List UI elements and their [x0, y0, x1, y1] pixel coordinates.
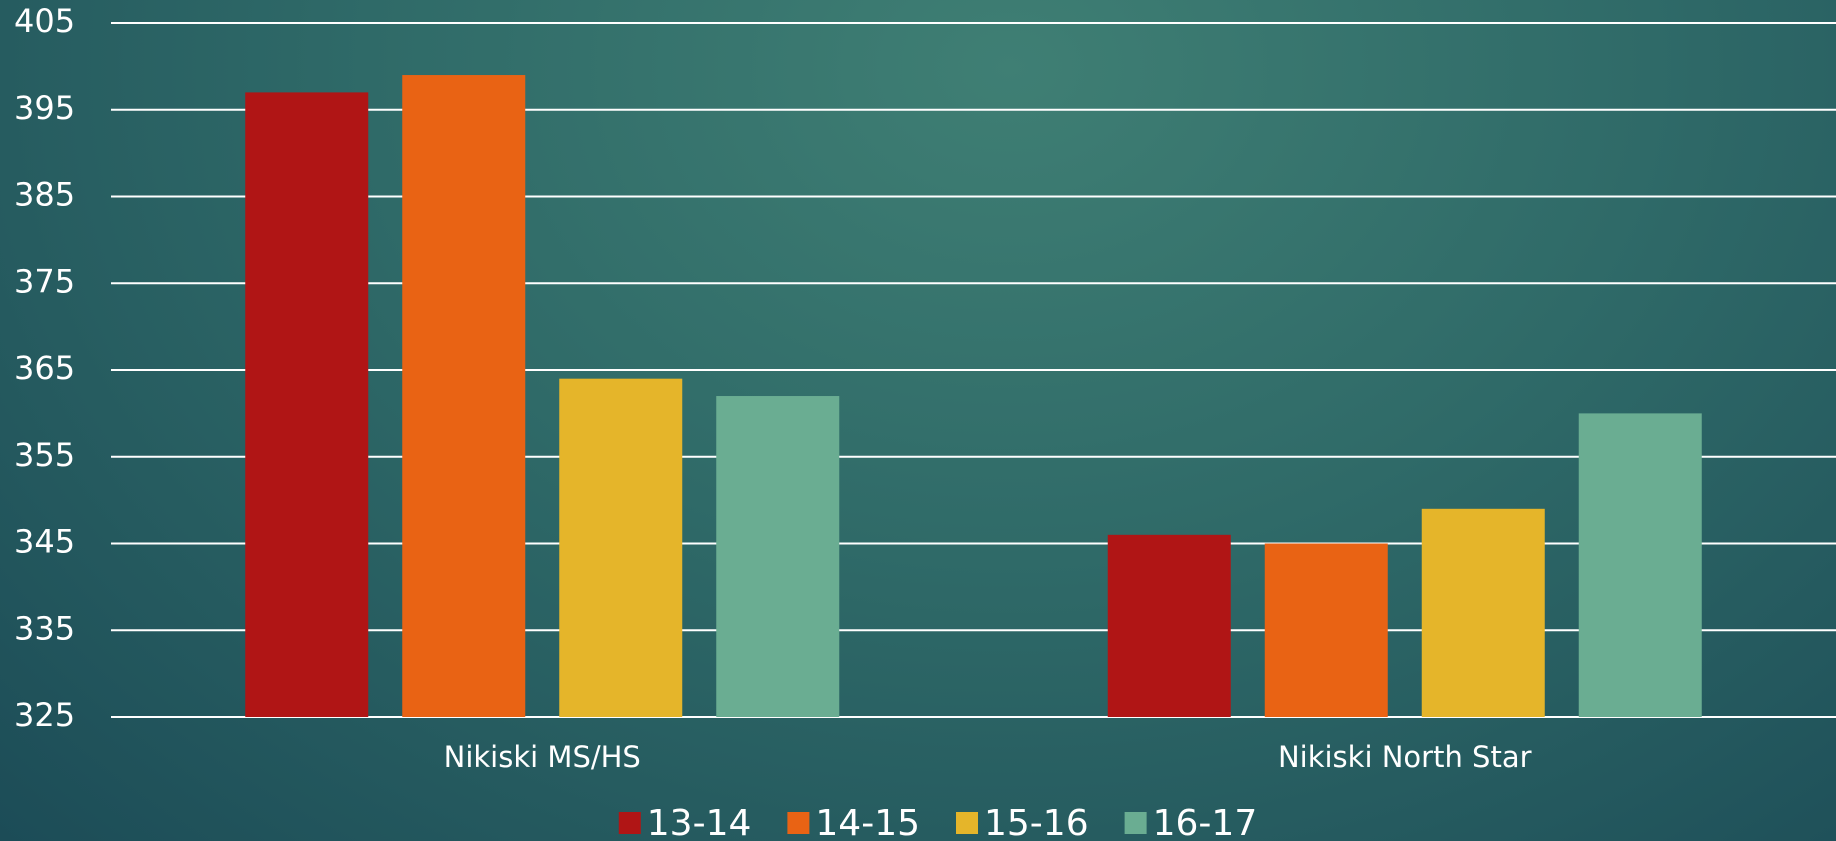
legend-label: 15-16	[984, 803, 1089, 841]
legend-swatch	[618, 812, 641, 834]
legend-label: 16-17	[1153, 803, 1258, 841]
y-tick-label: 325	[14, 696, 75, 734]
y-tick-label: 395	[14, 89, 75, 127]
bar	[1264, 543, 1388, 717]
bar	[1107, 534, 1231, 717]
y-tick-label: 375	[14, 262, 75, 300]
bar	[559, 378, 683, 717]
y-tick-label: 405	[14, 2, 75, 40]
bar	[716, 396, 840, 717]
y-tick-label: 385	[14, 176, 75, 214]
y-tick-label: 365	[14, 349, 75, 387]
legend-swatch	[1124, 812, 1147, 834]
bar	[402, 75, 526, 718]
y-tick-label: 355	[14, 436, 75, 474]
legend-label: 13-14	[647, 803, 752, 841]
legend-swatch	[956, 812, 978, 834]
legend-swatch	[787, 812, 810, 834]
y-tick-label: 335	[14, 609, 75, 647]
bar	[245, 92, 369, 717]
legend-label: 14-15	[815, 803, 920, 841]
x-tick-label: Nikiski North Star	[1278, 740, 1532, 774]
x-tick-label: Nikiski MS/HS	[444, 740, 641, 774]
bar	[1421, 508, 1545, 717]
bar	[1578, 413, 1702, 717]
y-tick-label: 345	[14, 523, 75, 561]
